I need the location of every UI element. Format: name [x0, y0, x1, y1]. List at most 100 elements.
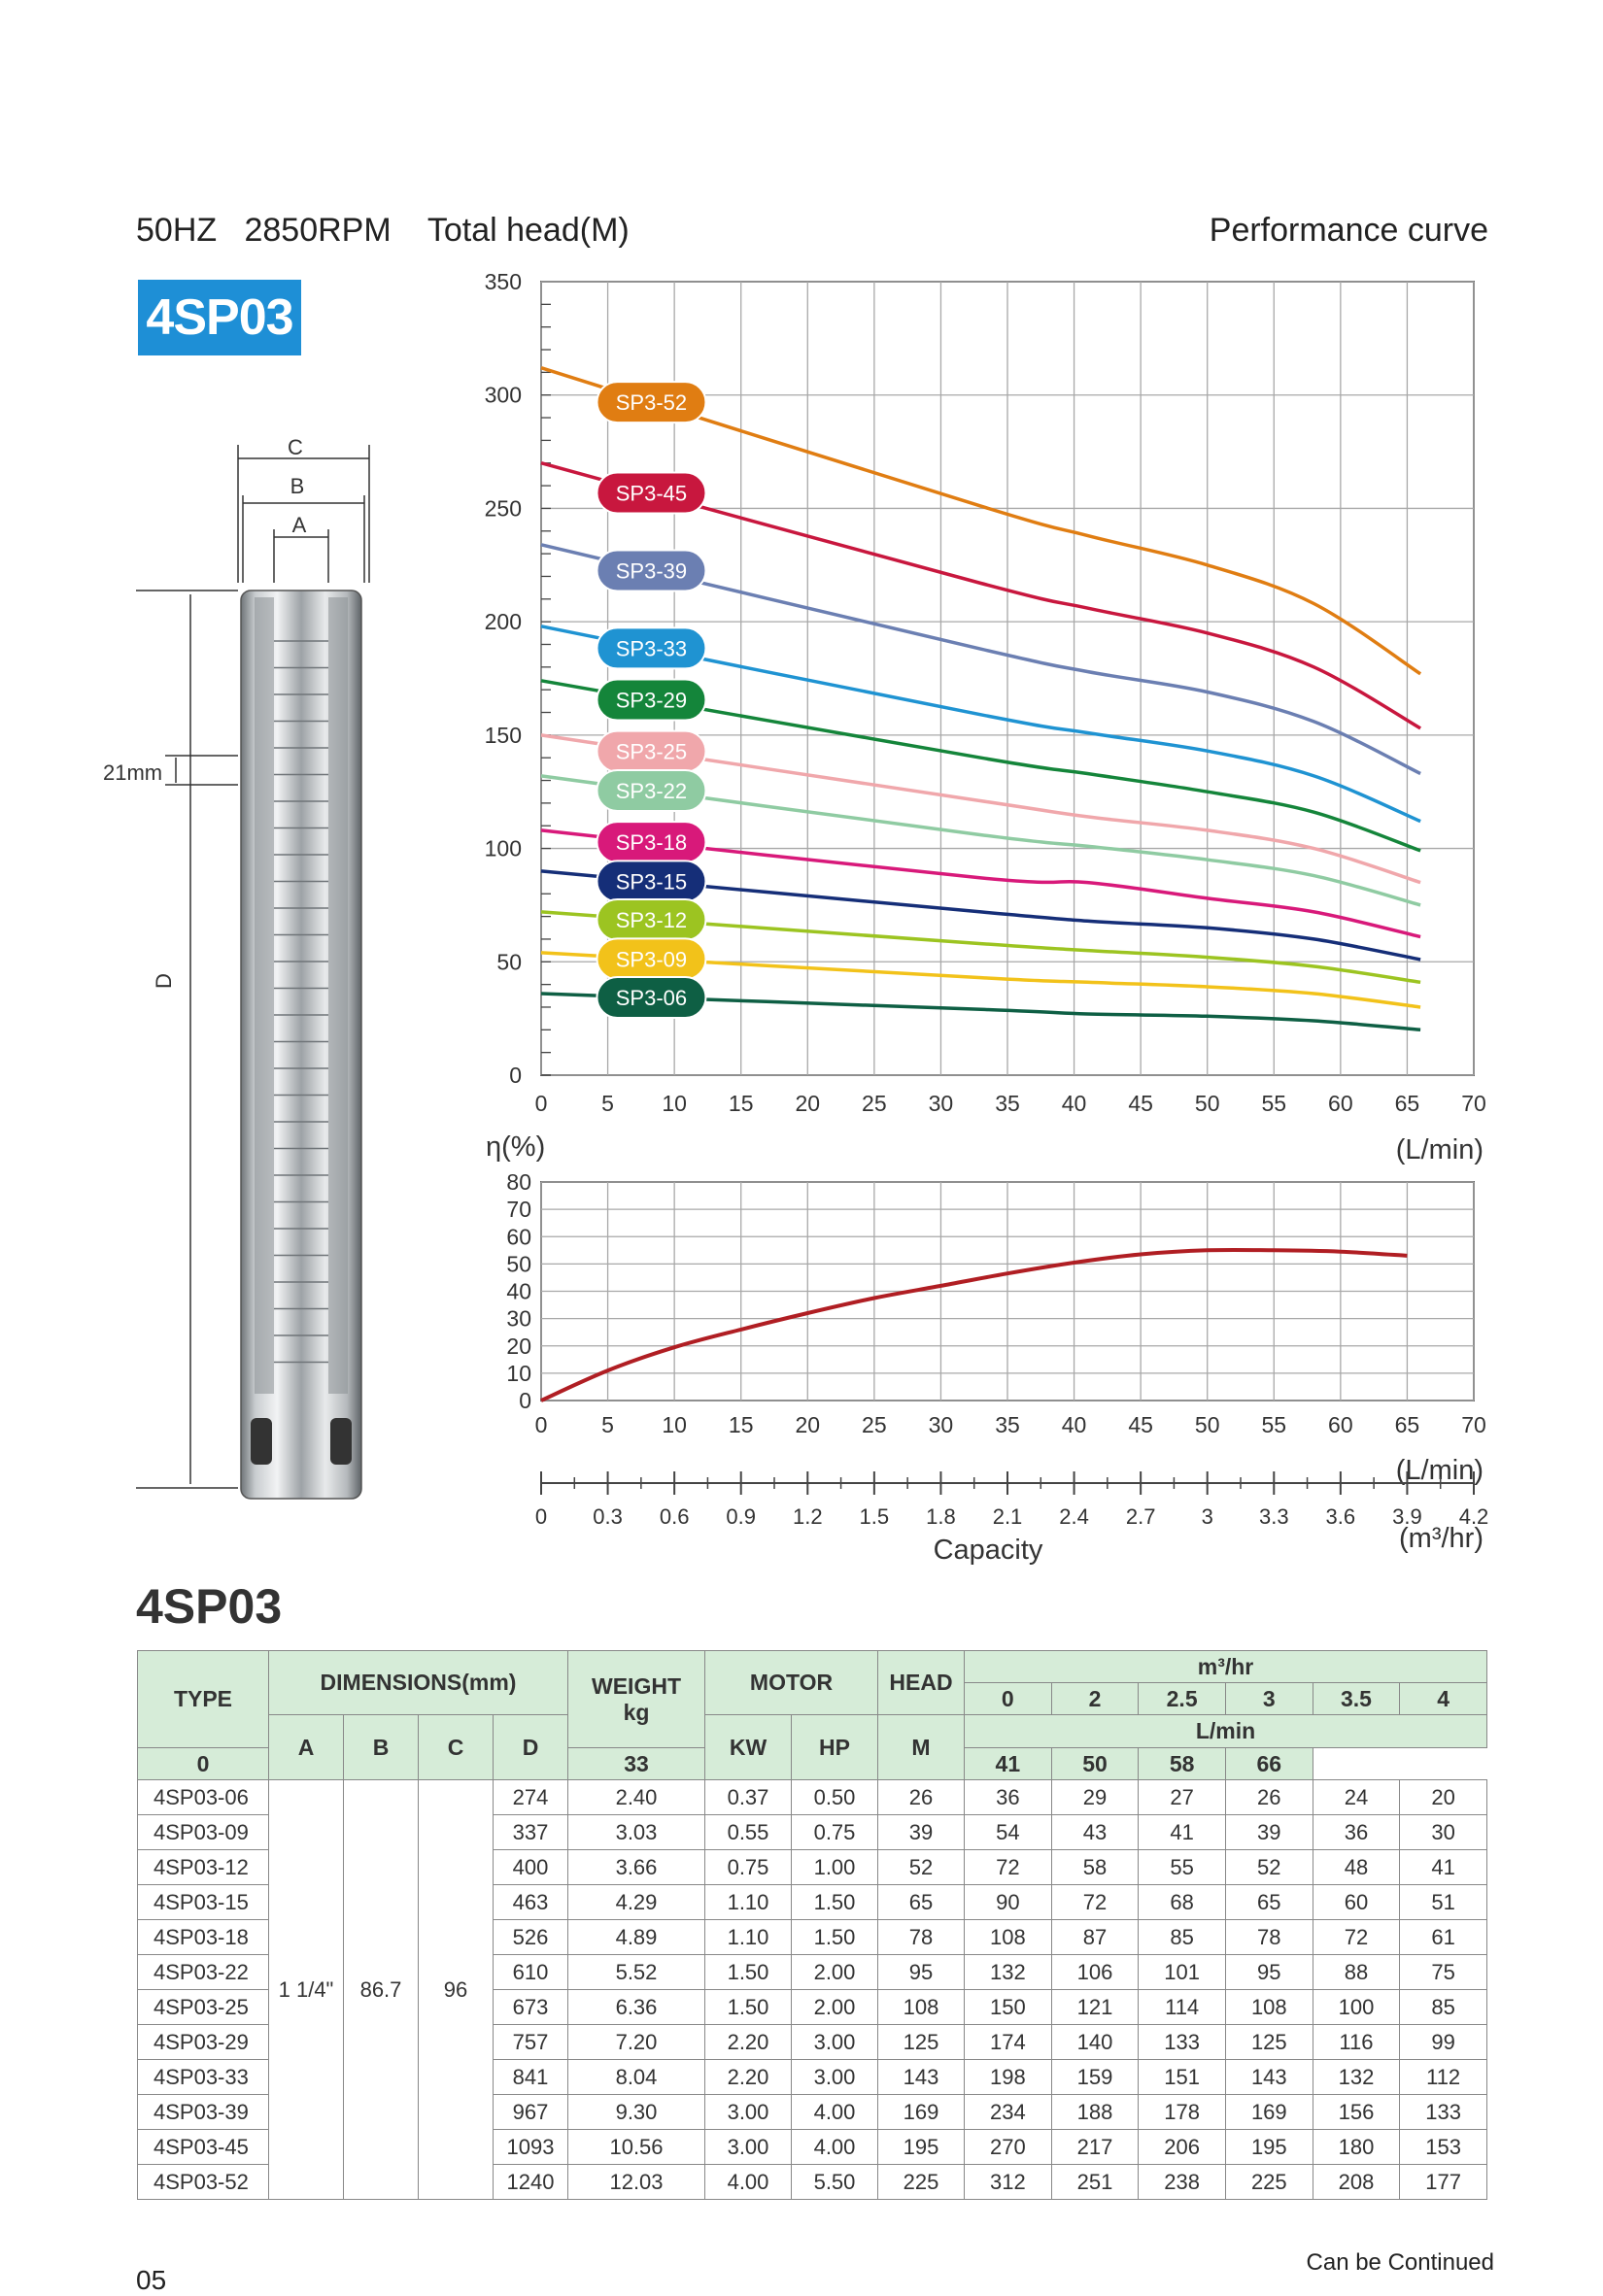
col-lmin: L/min — [964, 1714, 1487, 1748]
cell-flow: 27 — [1138, 1779, 1226, 1815]
cell-hp: 3.00 — [791, 2059, 878, 2095]
cell-d: 337 — [493, 1814, 568, 1850]
head-x-tick-label: 5 — [601, 1091, 614, 1116]
cell-flow: 41 — [1138, 1814, 1226, 1850]
eff-x-tick-label: 45 — [1128, 1412, 1153, 1437]
cell-flow: 174 — [964, 2024, 1052, 2060]
cell-flow: 100 — [1312, 1989, 1401, 2025]
cell-flow: 88 — [1312, 1954, 1401, 1990]
cell-dim-b: 86.7 — [343, 1779, 419, 2200]
cell-head: 169 — [877, 2094, 965, 2130]
cell-flow: 125 — [1224, 2024, 1313, 2060]
cell-flow: 106 — [1050, 1954, 1140, 1990]
head-x-tick-label: 50 — [1195, 1091, 1220, 1116]
series-label: SP3-29 — [616, 689, 687, 713]
cell-flow: 151 — [1138, 2059, 1226, 2095]
cell-type: 4SP03-06 — [137, 1779, 269, 1815]
cell-flow: 36 — [964, 1779, 1052, 1815]
cell-type: 4SP03-29 — [137, 2024, 269, 2060]
cell-weight: 8.04 — [567, 2059, 705, 2095]
eff-x-tick-label: 40 — [1062, 1412, 1087, 1437]
stage-height-label: 21mm — [103, 760, 162, 785]
cell-flow: 99 — [1399, 2024, 1487, 2060]
series-line-sp3-52 — [540, 366, 1422, 676]
cell-type: 4SP03-18 — [137, 1919, 269, 1955]
cell-flow: 58 — [1050, 1849, 1140, 1885]
cell-weight: 9.30 — [567, 2094, 705, 2130]
cell-flow: 270 — [964, 2129, 1052, 2165]
head-x-tick-label: 40 — [1062, 1091, 1087, 1116]
cell-head: 78 — [877, 1919, 965, 1955]
m3hr-value-header: 3.5 — [1312, 1682, 1401, 1715]
efficiency-curve — [540, 1247, 1408, 1402]
cell-flow: 140 — [1050, 2024, 1140, 2060]
eff-y-tick-label: 80 — [506, 1169, 531, 1195]
cell-d: 757 — [493, 2024, 568, 2060]
series-badge — [596, 471, 707, 515]
series-line-sp3-18 — [540, 828, 1421, 939]
capacity-tick-label: 3.3 — [1259, 1504, 1289, 1529]
cell-flow: 60 — [1312, 1884, 1401, 1920]
table-row: 4SP03-52 1240 12.03 4.00 5.50 225 312 251 238 225… — [137, 2164, 1487, 2200]
cell-weight: 5.52 — [567, 1954, 705, 1990]
capacity-tick-label: 2.1 — [993, 1504, 1023, 1529]
cell-type: 4SP03-33 — [137, 2059, 269, 2095]
series-label: SP3-45 — [616, 481, 687, 505]
table-row: 4SP03-22 610 5.52 1.50 2.00 95 132 106 101 95 88 75 — [137, 1954, 1487, 1990]
col-kw: KW — [704, 1714, 792, 1780]
cell-flow: 169 — [1224, 2094, 1313, 2130]
cell-type: 4SP03-09 — [137, 1814, 269, 1850]
cell-head: 225 — [877, 2164, 965, 2200]
capacity-tick-label: 1.2 — [793, 1504, 823, 1529]
capacity-tick-label: 1.8 — [926, 1504, 956, 1529]
eff-y-tick-label: 40 — [506, 1279, 531, 1304]
series-badge — [596, 549, 707, 592]
col-motor: MOTOR — [704, 1650, 878, 1715]
cell-type: 4SP03-12 — [137, 1849, 269, 1885]
lmin-value-header: 66 — [1224, 1747, 1313, 1780]
head-x-axis-label: (L/min) — [1396, 1134, 1484, 1165]
table-row: 4SP03-45 1093 10.56 3.00 4.00 195 270 217 206 195… — [137, 2129, 1487, 2165]
cell-d: 1093 — [493, 2129, 568, 2165]
cell-flow: 54 — [964, 1814, 1052, 1850]
cell-flow: 48 — [1312, 1849, 1401, 1885]
table-title: 4SP03 — [136, 1579, 283, 1634]
cell-flow: 108 — [964, 1919, 1052, 1955]
eff-y-tick-label: 30 — [506, 1306, 531, 1332]
col-weight: WEIGHT kg — [567, 1650, 705, 1748]
performance-charts: 0 5 10 15 20 25 30 35 40 45 50 55 60 65 70050100150200… — [485, 269, 1489, 1566]
eff-x-tick-label: 55 — [1261, 1412, 1286, 1437]
cell-kw: 1.10 — [704, 1884, 792, 1920]
capacity-unit: (m³/hr) — [1399, 1523, 1484, 1554]
series-line-sp3-09 — [540, 951, 1421, 1009]
cell-kw: 0.37 — [704, 1779, 792, 1815]
cell-flow: 51 — [1399, 1884, 1487, 1920]
cell-weight: 3.03 — [567, 1814, 705, 1850]
cell-flow: 159 — [1050, 2059, 1140, 2095]
series-label: SP3-33 — [616, 636, 687, 660]
eff-x-tick-label: 35 — [995, 1412, 1020, 1437]
series-line-sp3-22 — [540, 774, 1421, 907]
series-label: SP3-12 — [616, 908, 687, 932]
lmin-value-header: 41 — [964, 1747, 1052, 1780]
cell-flow: 114 — [1138, 1989, 1226, 2025]
cell-hp: 2.00 — [791, 1989, 878, 2025]
lmin-value-header: 58 — [1138, 1747, 1226, 1780]
cell-kw: 0.75 — [704, 1849, 792, 1885]
series-badge — [596, 381, 707, 424]
col-hp: HP — [791, 1714, 878, 1780]
cell-flow: 198 — [964, 2059, 1052, 2095]
cell-flow: 116 — [1312, 2024, 1401, 2060]
cell-flow: 234 — [964, 2094, 1052, 2130]
cell-flow: 52 — [1224, 1849, 1313, 1885]
lmin-value-header: 0 — [137, 1747, 269, 1780]
table-row: 4SP03-33 841 8.04 2.20 3.00 143 198 159 151 143 13… — [137, 2059, 1487, 2095]
cell-flow: 87 — [1050, 1919, 1140, 1955]
series-label: SP3-22 — [616, 779, 687, 803]
cell-flow: 85 — [1399, 1989, 1487, 2025]
cell-d: 673 — [493, 1989, 568, 2025]
cell-kw: 1.50 — [704, 1989, 792, 2025]
m3hr-value-header: 3 — [1224, 1682, 1313, 1715]
dim-a-label: A — [292, 513, 307, 537]
eff-x-tick-label: 65 — [1395, 1412, 1420, 1437]
